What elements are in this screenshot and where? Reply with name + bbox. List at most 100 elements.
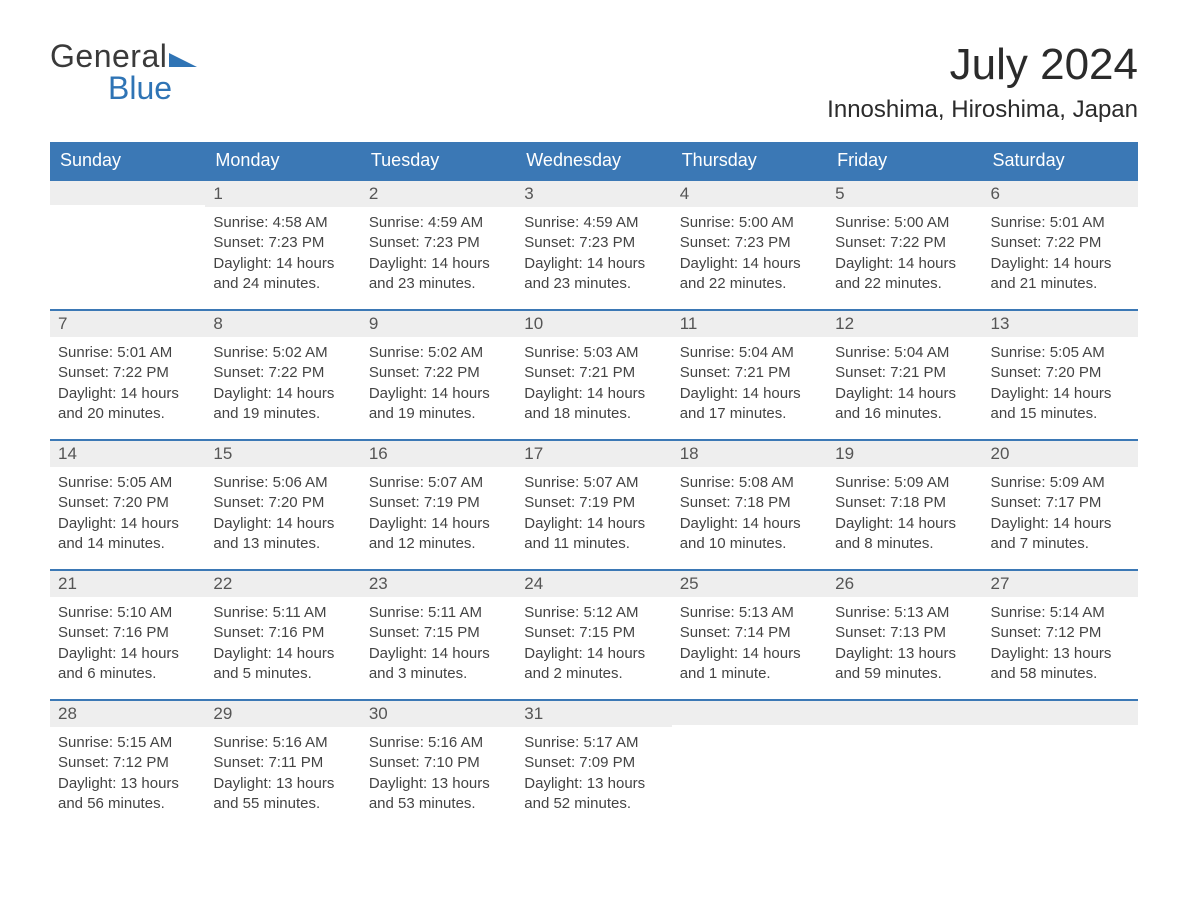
day-details: Sunrise: 5:00 AMSunset: 7:23 PMDaylight:… [672, 207, 827, 298]
sunset-text: Sunset: 7:22 PM [58, 363, 197, 383]
sunrise-text: Sunrise: 5:05 AM [58, 473, 197, 493]
day-details: Sunrise: 5:14 AMSunset: 7:12 PMDaylight:… [983, 597, 1138, 688]
sunset-text: Sunset: 7:23 PM [369, 233, 508, 253]
day-number [672, 699, 827, 725]
day-details: Sunrise: 4:58 AMSunset: 7:23 PMDaylight:… [205, 207, 360, 298]
calendar-day-cell: 21 Sunrise: 5:10 AMSunset: 7:16 PMDayligh… [50, 569, 205, 699]
day-details: Sunrise: 5:05 AMSunset: 7:20 PMDaylight:… [983, 337, 1138, 428]
sunset-text: Sunset: 7:22 PM [213, 363, 352, 383]
month-title: July 2024 [827, 40, 1138, 90]
day-details: Sunrise: 5:11 AMSunset: 7:16 PMDaylight:… [205, 597, 360, 688]
day-number: 2 [361, 179, 516, 207]
day-details: Sunrise: 5:04 AMSunset: 7:21 PMDaylight:… [672, 337, 827, 428]
sunrise-text: Sunrise: 5:01 AM [58, 343, 197, 363]
day-number: 31 [516, 699, 671, 727]
day-header: Wednesday [516, 142, 671, 179]
calendar-day-cell: 13Sunrise: 5:05 AMSunset: 7:20 PMDayligh… [983, 309, 1138, 439]
sunset-text: Sunset: 7:14 PM [680, 623, 819, 643]
day-details: Sunrise: 5:02 AMSunset: 7:22 PMDaylight:… [205, 337, 360, 428]
daylight-text: Daylight: 14 hours and 17 minutes. [680, 384, 819, 425]
day-number: 6 [983, 179, 1138, 207]
daylight-text: Daylight: 13 hours and 58 minutes. [991, 644, 1130, 685]
day-number: 19 [827, 439, 982, 467]
sunset-text: Sunset: 7:20 PM [58, 493, 197, 513]
daylight-text: Daylight: 14 hours and 23 minutes. [524, 254, 663, 295]
calendar-day-cell: 11Sunrise: 5:04 AMSunset: 7:21 PMDayligh… [672, 309, 827, 439]
calendar-day-cell: 2Sunrise: 4:59 AMSunset: 7:23 PMDaylight… [361, 179, 516, 309]
logo: GeneralBlue [50, 40, 199, 104]
day-number: 14 [50, 439, 205, 467]
calendar-table: Sunday Monday Tuesday Wednesday Thursday… [50, 142, 1138, 829]
sunset-text: Sunset: 7:22 PM [991, 233, 1130, 253]
day-number: 21 [50, 569, 205, 597]
calendar-day-cell: 15Sunrise: 5:06 AMSunset: 7:20 PMDayligh… [205, 439, 360, 569]
day-header: Monday [205, 142, 360, 179]
day-number: 9 [361, 309, 516, 337]
daylight-text: Daylight: 14 hours and 24 minutes. [213, 254, 352, 295]
sunset-text: Sunset: 7:23 PM [680, 233, 819, 253]
day-number: 11 [672, 309, 827, 337]
sunrise-text: Sunrise: 5:04 AM [680, 343, 819, 363]
sunset-text: Sunset: 7:15 PM [369, 623, 508, 643]
day-details: Sunrise: 5:15 AMSunset: 7:12 PMDaylight:… [50, 727, 205, 818]
day-details: Sunrise: 5:04 AMSunset: 7:21 PMDaylight:… [827, 337, 982, 428]
sunset-text: Sunset: 7:22 PM [369, 363, 508, 383]
calendar-day-cell [672, 699, 827, 829]
sunset-text: Sunset: 7:11 PM [213, 753, 352, 773]
calendar-day-cell: 8Sunrise: 5:02 AMSunset: 7:22 PMDaylight… [205, 309, 360, 439]
calendar-day-cell: 20Sunrise: 5:09 AMSunset: 7:17 PMDayligh… [983, 439, 1138, 569]
day-number: 15 [205, 439, 360, 467]
sunset-text: Sunset: 7:21 PM [524, 363, 663, 383]
daylight-text: Daylight: 14 hours and 18 minutes. [524, 384, 663, 425]
location-label: Innoshima, Hiroshima, Japan [827, 96, 1138, 124]
day-details: Sunrise: 5:01 AMSunset: 7:22 PMDaylight:… [50, 337, 205, 428]
calendar-week-row: 7Sunrise: 5:01 AMSunset: 7:22 PMDaylight… [50, 309, 1138, 439]
day-details: Sunrise: 5:07 AMSunset: 7:19 PMDaylight:… [516, 467, 671, 558]
daylight-text: Daylight: 14 hours and 23 minutes. [369, 254, 508, 295]
sunrise-text: Sunrise: 5:13 AM [835, 603, 974, 623]
calendar-week-row: 1Sunrise: 4:58 AMSunset: 7:23 PMDaylight… [50, 179, 1138, 309]
calendar-day-cell [827, 699, 982, 829]
sunrise-text: Sunrise: 5:11 AM [213, 603, 352, 623]
sunset-text: Sunset: 7:16 PM [58, 623, 197, 643]
day-details: Sunrise: 5:07 AMSunset: 7:19 PMDaylight:… [361, 467, 516, 558]
day-number: 1 [205, 179, 360, 207]
calendar-day-cell: 22Sunrise: 5:11 AMSunset: 7:16 PMDayligh… [205, 569, 360, 699]
sunset-text: Sunset: 7:15 PM [524, 623, 663, 643]
sunrise-text: Sunrise: 5:16 AM [213, 733, 352, 753]
logo-text-1: General [50, 38, 167, 74]
daylight-text: Daylight: 13 hours and 52 minutes. [524, 774, 663, 815]
sunrise-text: Sunrise: 5:11 AM [369, 603, 508, 623]
sunrise-text: Sunrise: 5:15 AM [58, 733, 197, 753]
sunset-text: Sunset: 7:10 PM [369, 753, 508, 773]
day-header: Thursday [672, 142, 827, 179]
daylight-text: Daylight: 13 hours and 59 minutes. [835, 644, 974, 685]
day-details: Sunrise: 5:13 AMSunset: 7:13 PMDaylight:… [827, 597, 982, 688]
day-number: 30 [361, 699, 516, 727]
logo-text-2: Blue [108, 70, 172, 106]
day-details: Sunrise: 5:12 AMSunset: 7:15 PMDaylight:… [516, 597, 671, 688]
calendar-day-cell: 26Sunrise: 5:13 AMSunset: 7:13 PMDayligh… [827, 569, 982, 699]
day-number: 28 [50, 699, 205, 727]
daylight-text: Daylight: 14 hours and 22 minutes. [835, 254, 974, 295]
day-details: Sunrise: 5:08 AMSunset: 7:18 PMDaylight:… [672, 467, 827, 558]
day-header: Saturday [983, 142, 1138, 179]
day-number: 5 [827, 179, 982, 207]
calendar-day-cell: 24Sunrise: 5:12 AMSunset: 7:15 PMDayligh… [516, 569, 671, 699]
daylight-text: Daylight: 14 hours and 14 minutes. [58, 514, 197, 555]
daylight-text: Daylight: 14 hours and 6 minutes. [58, 644, 197, 685]
day-details: Sunrise: 5:17 AMSunset: 7:09 PMDaylight:… [516, 727, 671, 818]
sunrise-text: Sunrise: 4:59 AM [524, 213, 663, 233]
calendar-day-cell: 4Sunrise: 5:00 AMSunset: 7:23 PMDaylight… [672, 179, 827, 309]
sunrise-text: Sunrise: 5:10 AM [58, 603, 197, 623]
sunrise-text: Sunrise: 5:07 AM [369, 473, 508, 493]
day-details: Sunrise: 5:16 AMSunset: 7:10 PMDaylight:… [361, 727, 516, 818]
calendar-day-cell: 23Sunrise: 5:11 AMSunset: 7:15 PMDayligh… [361, 569, 516, 699]
day-number: 13 [983, 309, 1138, 337]
day-header: Friday [827, 142, 982, 179]
sunrise-text: Sunrise: 5:14 AM [991, 603, 1130, 623]
sunset-text: Sunset: 7:13 PM [835, 623, 974, 643]
sunset-text: Sunset: 7:21 PM [835, 363, 974, 383]
sunrise-text: Sunrise: 5:01 AM [991, 213, 1130, 233]
calendar-day-cell: 7Sunrise: 5:01 AMSunset: 7:22 PMDaylight… [50, 309, 205, 439]
